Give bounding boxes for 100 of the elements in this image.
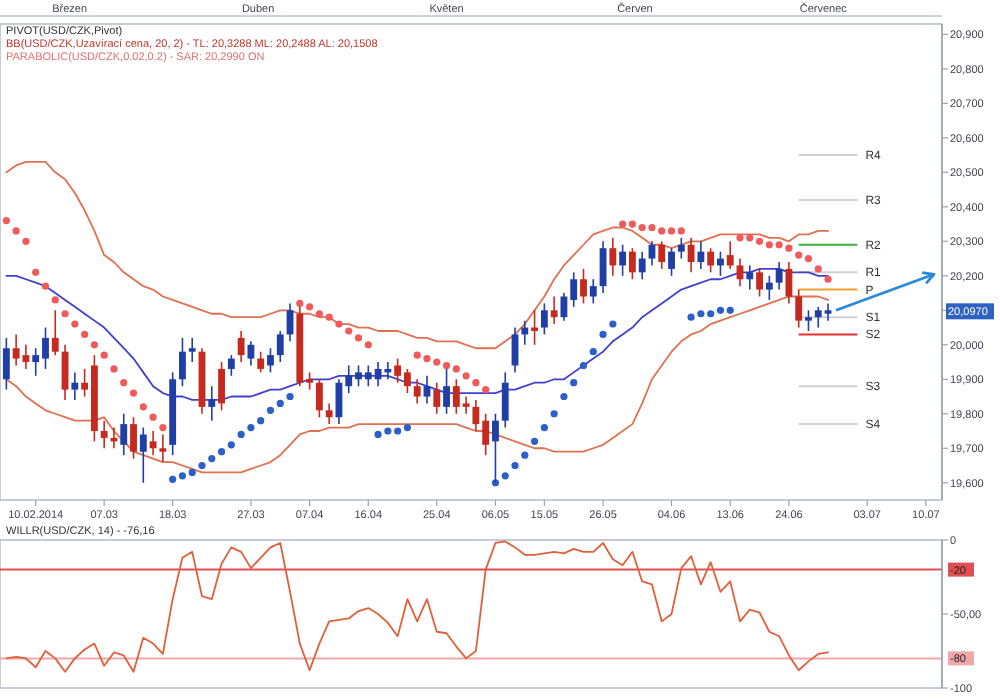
point <box>61 310 69 318</box>
candlestick <box>746 264 754 291</box>
point <box>81 330 89 339</box>
point <box>12 227 20 235</box>
point <box>452 365 460 373</box>
candlestick <box>609 237 617 277</box>
candlestick <box>208 385 216 422</box>
point <box>217 448 226 456</box>
point <box>511 461 519 470</box>
point <box>110 365 118 373</box>
point <box>521 451 529 459</box>
point <box>433 358 441 366</box>
candlestick <box>267 347 274 374</box>
point <box>169 475 177 483</box>
point <box>120 379 128 387</box>
point <box>51 296 59 304</box>
point <box>530 437 539 445</box>
point <box>687 313 695 321</box>
candlestick <box>765 275 773 301</box>
point <box>785 244 793 252</box>
candlestick <box>325 402 333 425</box>
candlestick <box>71 371 79 401</box>
point <box>423 354 431 363</box>
candlestick <box>130 416 137 460</box>
candlestick <box>413 378 421 405</box>
candlestick <box>795 288 803 329</box>
point <box>32 268 40 276</box>
point <box>746 234 754 242</box>
point <box>716 306 725 314</box>
line-series <box>5 540 829 673</box>
point <box>335 320 343 328</box>
candlestick <box>785 261 793 305</box>
point <box>775 241 783 249</box>
candlestick <box>580 268 587 305</box>
point <box>178 472 187 480</box>
point <box>345 327 353 335</box>
point <box>394 427 402 435</box>
point <box>482 386 490 394</box>
point <box>257 417 265 425</box>
point <box>628 220 636 228</box>
point <box>2 217 10 225</box>
candlestick <box>628 247 636 281</box>
point <box>804 254 813 263</box>
point <box>462 372 470 380</box>
point <box>667 227 676 235</box>
point <box>266 406 275 414</box>
point <box>247 423 255 432</box>
point <box>384 427 392 435</box>
point <box>648 223 656 232</box>
candlestick <box>658 240 666 270</box>
candlestick <box>179 337 186 387</box>
point <box>736 234 744 242</box>
point <box>129 389 138 397</box>
point <box>814 265 822 273</box>
candlestick <box>257 350 265 374</box>
candlestick <box>540 302 548 336</box>
point <box>90 341 98 349</box>
point <box>472 379 480 387</box>
point <box>227 441 235 449</box>
candlestick <box>276 330 284 363</box>
point <box>374 430 382 439</box>
candlestick <box>805 309 812 332</box>
point <box>198 461 206 470</box>
candlestick <box>550 295 558 325</box>
point <box>579 361 588 370</box>
point <box>658 227 666 235</box>
point <box>550 410 558 418</box>
point <box>149 413 157 421</box>
candlestick <box>2 337 10 391</box>
point <box>159 423 167 432</box>
candlestick <box>188 337 196 363</box>
candlestick <box>668 247 675 277</box>
candlestick <box>227 354 235 377</box>
point <box>237 430 245 439</box>
point <box>364 341 372 349</box>
point <box>325 313 333 321</box>
candlestick <box>756 268 763 298</box>
candlestick <box>619 243 627 277</box>
point <box>286 392 294 401</box>
point <box>707 310 715 318</box>
candlestick <box>247 340 255 367</box>
candlestick <box>423 375 431 405</box>
candlestick <box>638 250 646 281</box>
point <box>560 392 568 401</box>
point <box>755 237 764 245</box>
candlestick <box>120 412 128 456</box>
point <box>100 351 108 359</box>
candlestick <box>775 261 783 291</box>
point <box>208 455 216 463</box>
candlestick <box>697 240 705 270</box>
candlestick <box>501 371 509 429</box>
candlestick <box>51 309 59 356</box>
point <box>22 237 30 245</box>
candlestick <box>589 278 597 305</box>
point <box>413 351 421 359</box>
candlestick <box>492 412 499 484</box>
point <box>501 472 509 480</box>
point <box>139 403 147 411</box>
candlestick <box>433 381 441 415</box>
point <box>638 223 646 232</box>
